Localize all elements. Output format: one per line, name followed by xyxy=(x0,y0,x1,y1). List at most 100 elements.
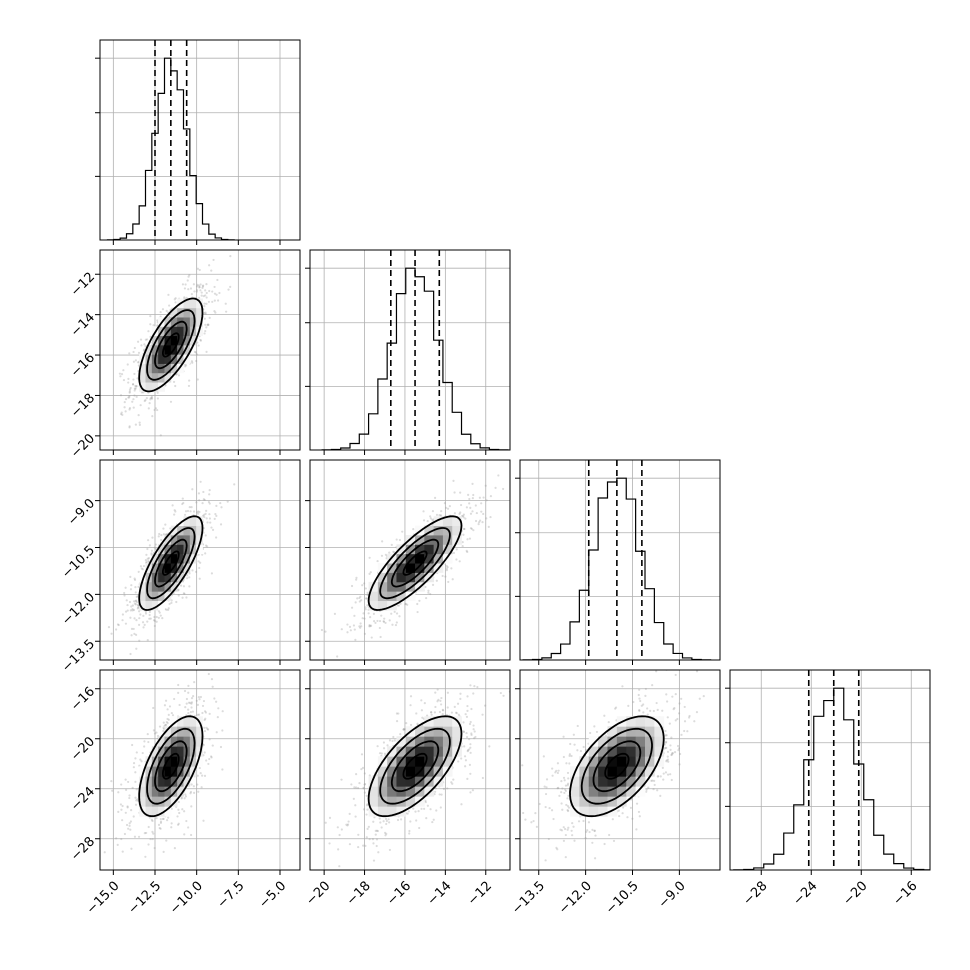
density-cell xyxy=(139,382,146,392)
sample-point xyxy=(132,766,135,769)
sample-point xyxy=(376,559,379,563)
sample-point xyxy=(375,838,379,841)
sample-point xyxy=(140,760,143,763)
sample-point xyxy=(162,721,165,724)
x-tick-label: −15.0 xyxy=(84,879,123,918)
sample-point xyxy=(130,584,133,587)
sample-point xyxy=(128,408,131,411)
sample-point xyxy=(212,258,215,262)
density-cell xyxy=(177,516,184,527)
sample-point xyxy=(211,290,214,293)
sample-point xyxy=(469,720,472,724)
sample-point xyxy=(184,795,188,798)
sample-point xyxy=(477,523,480,526)
sample-point xyxy=(191,488,194,491)
sample-point xyxy=(175,600,178,604)
sample-point xyxy=(208,489,211,492)
sample-point xyxy=(195,699,198,702)
sample-point xyxy=(118,372,122,375)
sample-point xyxy=(458,512,461,515)
density-cell xyxy=(177,544,184,555)
sample-point xyxy=(164,699,168,702)
sample-point xyxy=(128,391,131,394)
y-tick-label: −14 xyxy=(68,310,98,340)
density-group xyxy=(368,716,462,817)
sample-point xyxy=(362,612,365,615)
density-cell xyxy=(189,335,197,346)
sample-point xyxy=(353,628,356,631)
sample-point xyxy=(137,351,141,354)
density-cell xyxy=(442,544,453,555)
contour-2-sigma xyxy=(138,297,204,393)
sample-point xyxy=(135,599,138,602)
density-cell xyxy=(377,600,388,611)
density-cell xyxy=(177,776,184,787)
sample-point xyxy=(378,752,382,755)
x-tick-label: −12.5 xyxy=(125,879,164,918)
sample-point xyxy=(176,823,180,826)
density-cell xyxy=(189,726,197,737)
sample-point xyxy=(392,550,395,553)
sample-point xyxy=(378,817,381,820)
sample-point xyxy=(184,283,187,286)
density-cell xyxy=(189,544,197,555)
sample-point xyxy=(376,774,379,777)
sample-point xyxy=(367,825,370,828)
sample-point xyxy=(150,396,153,399)
sample-point xyxy=(165,533,168,536)
sample-point xyxy=(135,384,138,388)
sample-point xyxy=(431,510,435,513)
sample-point xyxy=(126,603,129,607)
sample-point xyxy=(429,711,433,714)
sample-point xyxy=(469,512,473,515)
sample-point xyxy=(197,344,200,347)
sample-point xyxy=(440,703,443,706)
sample-point xyxy=(384,621,387,625)
sample-point xyxy=(122,378,126,382)
sample-point xyxy=(144,610,147,613)
sample-point xyxy=(385,557,388,560)
density-cell xyxy=(139,766,146,777)
sample-point xyxy=(136,607,139,610)
sample-point xyxy=(361,766,365,770)
sample-point xyxy=(467,493,470,496)
sample-point xyxy=(146,557,149,560)
sample-point xyxy=(436,688,439,691)
sample-point xyxy=(131,383,135,386)
sample-point xyxy=(204,717,207,720)
sample-point xyxy=(441,574,444,578)
density-cell xyxy=(396,572,407,583)
sample-point xyxy=(380,614,383,617)
density-cell xyxy=(164,776,172,787)
sample-point xyxy=(466,550,469,554)
sample-point xyxy=(187,708,190,711)
contour-2-sigma xyxy=(138,515,204,611)
sample-point xyxy=(183,296,186,299)
sample-point xyxy=(382,747,386,750)
sample-point xyxy=(163,704,167,707)
sample-point xyxy=(414,810,417,813)
contour-1-sigma xyxy=(390,538,440,588)
sample-point xyxy=(198,766,201,770)
sample-point xyxy=(219,523,223,526)
sample-point xyxy=(144,559,147,562)
density-cell xyxy=(151,600,159,611)
contour-2-sigma xyxy=(367,515,463,611)
sample-point xyxy=(129,828,132,831)
sample-point xyxy=(137,604,140,607)
sample-point xyxy=(195,501,198,504)
sample-point xyxy=(423,702,426,705)
sample-point xyxy=(106,674,108,676)
density-cell xyxy=(145,581,153,592)
panel-frame xyxy=(99,39,301,241)
sample-point xyxy=(481,713,484,716)
density-cell xyxy=(145,363,153,374)
sample-point xyxy=(151,837,154,841)
sample-point xyxy=(145,338,149,341)
sample-point xyxy=(165,723,168,726)
sample-point xyxy=(204,312,207,315)
sample-point xyxy=(221,710,224,713)
sample-point xyxy=(162,817,165,821)
sample-point xyxy=(128,425,131,428)
sample-point xyxy=(395,719,399,723)
